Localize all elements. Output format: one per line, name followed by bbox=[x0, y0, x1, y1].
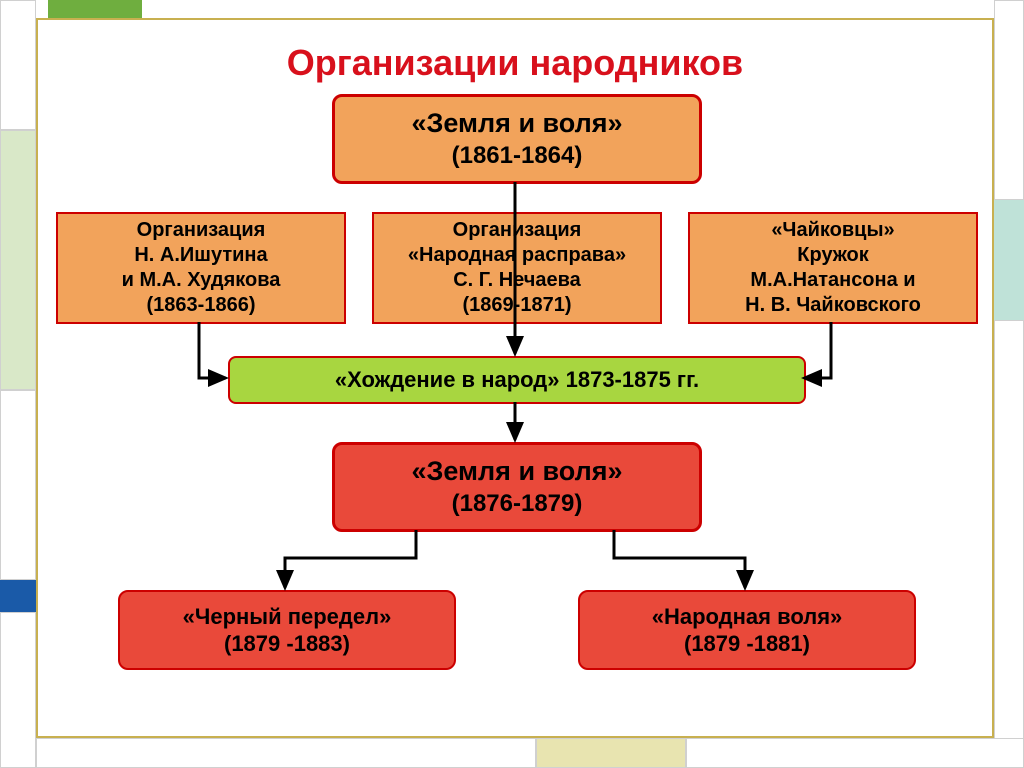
decor-block bbox=[994, 200, 1024, 320]
node-org-2: «Чайковцы»КружокМ.А.Натансона иН. В. Чай… bbox=[688, 212, 978, 324]
main-frame: Организации народников «Земля и воля»(18… bbox=[36, 18, 994, 738]
decor-block bbox=[0, 580, 36, 612]
node-org-0: ОрганизацияН. А.Ишутинаи М.А. Худякова(1… bbox=[56, 212, 346, 324]
node-line: Кружок bbox=[797, 243, 868, 268]
node-z2: «Земля и воля»(1876-1879) bbox=[332, 442, 702, 532]
decor-block bbox=[686, 738, 1024, 768]
node-line: Н. А.Ишутина bbox=[134, 243, 267, 268]
decor-block bbox=[36, 738, 536, 768]
node-text: «Хождение в народ» 1873-1875 гг. bbox=[335, 366, 699, 394]
node-subtitle: (1879 -1881) bbox=[684, 630, 810, 658]
node-title: «Народная воля» bbox=[652, 603, 843, 631]
decor-block bbox=[0, 0, 36, 130]
node-narod: «Народная воля»(1879 -1881) bbox=[578, 590, 916, 670]
node-line: (1869-1871) bbox=[463, 293, 572, 318]
node-title: «Черный передел» bbox=[183, 603, 392, 631]
node-movement: «Хождение в народ» 1873-1875 гг. bbox=[228, 356, 806, 404]
decor-block bbox=[48, 0, 142, 18]
decor-block bbox=[994, 320, 1024, 768]
node-black: «Черный передел»(1879 -1883) bbox=[118, 590, 456, 670]
node-line: «Чайковцы» bbox=[771, 218, 894, 243]
node-line: «Народная расправа» bbox=[408, 243, 626, 268]
node-subtitle: (1861-1864) bbox=[452, 141, 583, 171]
decor-block bbox=[994, 0, 1024, 200]
node-line: Н. В. Чайковского bbox=[745, 293, 921, 318]
node-title: «Земля и воля» bbox=[411, 455, 622, 489]
node-root: «Земля и воля»(1861-1864) bbox=[332, 94, 702, 184]
node-org-1: Организация«Народная расправа»С. Г. Неча… bbox=[372, 212, 662, 324]
node-line: и М.А. Худякова bbox=[122, 268, 281, 293]
node-line: Организация bbox=[137, 218, 266, 243]
node-subtitle: (1876-1879) bbox=[452, 489, 583, 519]
node-line: (1863-1866) bbox=[147, 293, 256, 318]
node-line: Организация bbox=[453, 218, 582, 243]
decor-block bbox=[0, 130, 36, 390]
node-line: М.А.Натансона и bbox=[750, 268, 915, 293]
decor-block bbox=[536, 738, 686, 768]
node-title: «Земля и воля» bbox=[411, 107, 622, 141]
decor-block bbox=[0, 390, 36, 580]
page-title: Организации народников bbox=[38, 42, 992, 84]
node-subtitle: (1879 -1883) bbox=[224, 630, 350, 658]
node-line: С. Г. Нечаева bbox=[453, 268, 581, 293]
decor-block bbox=[0, 612, 36, 768]
